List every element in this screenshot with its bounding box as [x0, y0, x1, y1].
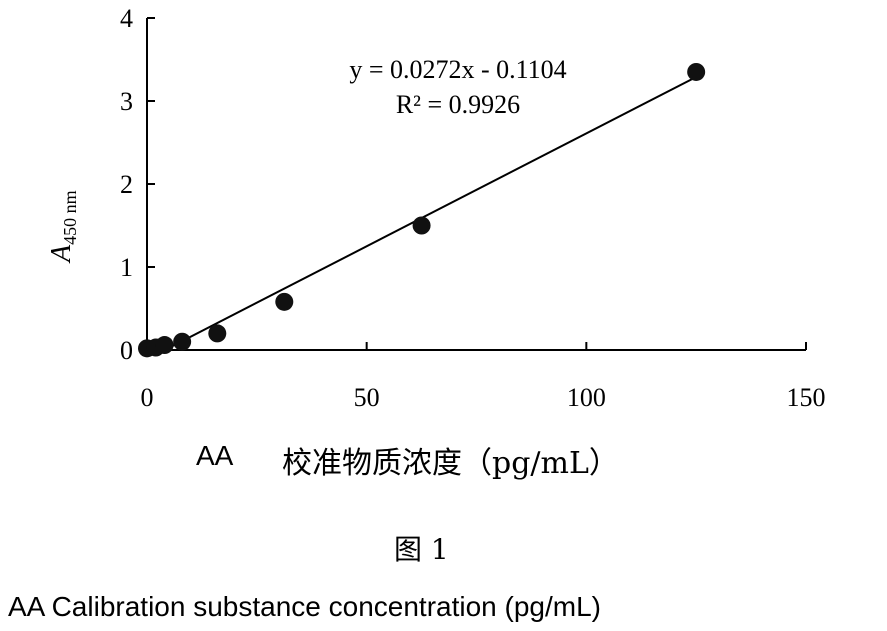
y-tick-label: 0	[120, 336, 133, 365]
x-tick-label: 0	[141, 383, 154, 412]
data-point	[156, 336, 174, 354]
r-squared: R² = 0.9926	[396, 90, 520, 119]
x-tick-label: 50	[354, 383, 380, 412]
x-label-prefix: AA	[196, 440, 233, 472]
x-tick-label: 100	[567, 383, 606, 412]
y-ticks: 0 1 2 3 4	[120, 4, 155, 365]
y-tick-label: 1	[120, 253, 133, 282]
data-point	[687, 63, 705, 81]
y-label-main: A	[46, 244, 77, 264]
data-point	[275, 293, 293, 311]
data-point	[173, 333, 191, 351]
y-tick-label: 4	[120, 4, 133, 33]
x-tick-label: 150	[787, 383, 826, 412]
x-axis-label: 校准物质浓度（pg/mL）	[282, 438, 619, 482]
y-tick-label: 2	[120, 170, 133, 199]
figure-label: 图 1	[394, 528, 449, 568]
svg-text:A450 nm: A450 nm	[46, 190, 80, 264]
y-tick-label: 3	[120, 87, 133, 116]
data-point	[208, 324, 226, 342]
figure-caption: AA Calibration substance concentration (…	[8, 591, 601, 623]
y-label-sub: 450 nm	[60, 190, 80, 245]
x-ticks: 0 50 100 150	[141, 342, 826, 412]
trend-equation: y = 0.0272x - 0.1104	[349, 55, 566, 84]
y-axis-label: A450 nm	[46, 190, 80, 264]
data-point	[413, 217, 431, 235]
